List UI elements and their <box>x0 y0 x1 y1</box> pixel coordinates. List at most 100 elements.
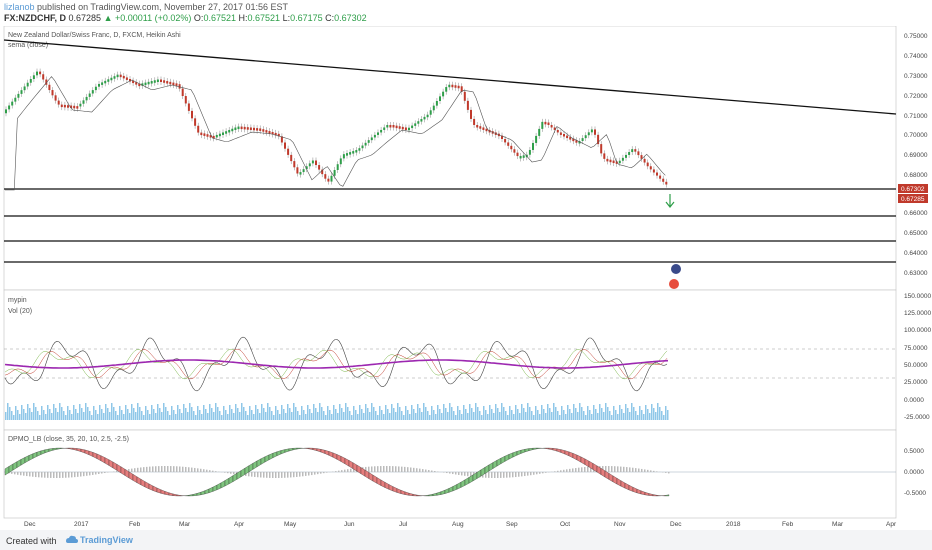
tradingview-logo[interactable]: TradingView <box>66 535 133 545</box>
price-axis-label: 0.75000 <box>904 33 928 40</box>
flag-icon[interactable] <box>669 279 679 289</box>
histogram-bar <box>536 472 538 475</box>
candle-body <box>559 132 562 135</box>
volume-bar <box>401 411 403 420</box>
candle-body <box>129 79 131 82</box>
candle-body <box>8 105 11 110</box>
price-axis[interactable]: 0.75000 0.74000 0.73000 0.72000 0.71000 … <box>904 33 928 277</box>
histogram-bar <box>497 472 499 478</box>
volume-bar <box>597 413 599 420</box>
dpmo-histogram <box>5 466 670 478</box>
volume-bar <box>111 403 113 420</box>
histogram-bar <box>428 470 430 472</box>
candle-body <box>45 79 48 85</box>
volume-bar <box>479 411 481 420</box>
volume-bar <box>203 405 205 420</box>
volume-bar <box>551 412 553 420</box>
candle-body <box>386 124 389 128</box>
histogram-bar <box>500 472 502 478</box>
candle-body <box>225 131 228 134</box>
volume-bar <box>237 408 239 420</box>
volume-bar <box>117 415 119 420</box>
event-icon[interactable] <box>671 264 681 274</box>
dpmo-pane[interactable] <box>3 429 897 519</box>
candle-body <box>5 109 7 114</box>
candle-body <box>256 128 259 131</box>
histogram-bar <box>167 466 169 472</box>
candle-body <box>113 76 116 79</box>
vol-axis-label: 100.0000 <box>904 327 931 334</box>
candle-body <box>141 83 144 86</box>
histogram-bar <box>104 472 106 474</box>
candle-body <box>197 125 200 133</box>
candle-body <box>125 77 128 80</box>
histogram-bar <box>116 470 118 472</box>
open-label: O: <box>193 13 204 23</box>
candle-body <box>513 149 516 153</box>
volume-bar <box>87 407 89 420</box>
volume-bar <box>665 406 667 420</box>
volume-bar <box>277 410 279 420</box>
volume-bar <box>571 413 573 420</box>
histogram-bar <box>590 466 592 472</box>
volume-bar <box>273 415 275 420</box>
candle-body <box>389 124 392 128</box>
volume-bar <box>25 413 27 420</box>
histogram-bar <box>215 471 217 472</box>
candle-body <box>448 84 451 88</box>
volume-bar <box>209 404 211 420</box>
volume-bar <box>15 406 17 420</box>
candle-body <box>401 126 404 130</box>
volume-bar <box>631 403 633 420</box>
candle-body <box>355 150 358 153</box>
volume-bar <box>197 406 199 420</box>
author-link[interactable]: lizlanob <box>4 2 35 12</box>
volume-bar <box>351 415 353 420</box>
histogram-bar <box>95 472 97 475</box>
histogram-bar <box>65 472 67 478</box>
volume-bar <box>257 409 259 420</box>
volume-bar <box>19 414 21 420</box>
histogram-bar <box>56 472 58 478</box>
chart-area[interactable]: New Zealand Dollar/Swiss Franc, D, FXCM,… <box>0 26 932 530</box>
candle-body <box>426 114 429 118</box>
dpmo-axis[interactable]: 0.5000 0.0000 -0.5000 <box>904 448 926 497</box>
volume-bar <box>73 405 75 420</box>
volume-bar <box>305 414 307 420</box>
histogram-bar <box>68 472 70 478</box>
volume-bar <box>569 409 571 420</box>
histogram-bar <box>161 466 163 472</box>
time-axis[interactable]: Dec 2017 Feb Mar Apr May Jun Jul Aug Sep Oct Nov Dec… <box>24 521 897 528</box>
candle-body <box>662 178 665 182</box>
volume-bar <box>547 404 549 420</box>
volume-bar <box>559 415 561 420</box>
histogram-bar <box>230 472 232 474</box>
volume-bar <box>293 403 295 420</box>
candle-body <box>187 103 190 111</box>
candle-body <box>150 81 153 84</box>
trend-line[interactable] <box>3 39 897 115</box>
histogram-bar <box>86 472 88 476</box>
histogram-bar <box>308 472 310 476</box>
histogram-bar <box>434 471 436 472</box>
candle-body <box>535 135 538 143</box>
volume-bar <box>303 410 305 420</box>
histogram-bar <box>467 472 469 477</box>
candle-body <box>277 133 280 137</box>
volume-bar <box>289 408 291 420</box>
main-pane[interactable] <box>3 26 897 291</box>
volume-bar <box>261 404 263 420</box>
histogram-bar <box>515 472 517 478</box>
volume-bar <box>31 412 33 420</box>
histogram-bar <box>257 472 259 478</box>
volume-bar <box>339 404 341 420</box>
candlestick-series[interactable] <box>5 68 668 188</box>
candle-body <box>311 160 314 164</box>
candle-body <box>305 166 308 170</box>
candle-body <box>445 87 448 92</box>
volume-bar <box>187 412 189 420</box>
histogram-bar <box>176 466 178 472</box>
vol-axis[interactable]: 150.0000 125.0000 100.0000 75.0000 50.00… <box>904 293 931 421</box>
volume-bar <box>149 414 151 420</box>
candle-body <box>116 74 119 78</box>
